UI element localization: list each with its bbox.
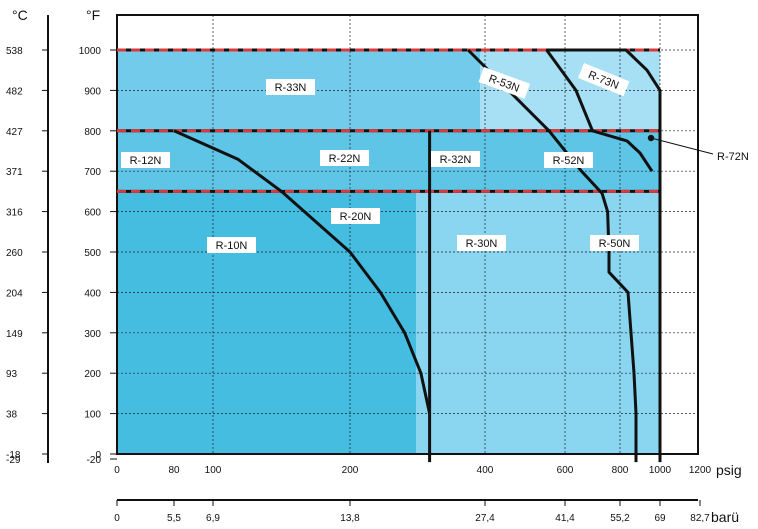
celsius-tick-label: 204 <box>6 288 23 299</box>
callout-leader-line <box>650 137 714 155</box>
zone-label-r-20n: R-20N <box>331 208 380 224</box>
boundary-curve <box>173 129 432 414</box>
zone-label-box <box>578 63 630 97</box>
psig-tick-label: 1000 <box>649 465 672 476</box>
zone-label-r-52n: R-52N <box>544 152 593 168</box>
celsius-tick-label: 538 <box>6 46 23 57</box>
celsius-tick-label: 427 <box>6 127 23 138</box>
zone-lightest <box>480 50 660 130</box>
fahrenheit-unit-label: °F <box>86 7 100 23</box>
boundary-series <box>117 48 662 463</box>
zone-label-text: R-12N <box>130 155 162 167</box>
fahrenheit-tick-label: 200 <box>84 369 101 380</box>
zone-label-text: R-52N <box>553 155 585 167</box>
zone-label-box <box>457 235 506 251</box>
zone-darkest <box>117 190 416 454</box>
psig-tick-label: 80 <box>168 465 180 476</box>
zone-label-box <box>544 152 593 168</box>
zone-label-text: R-10N <box>216 240 248 252</box>
psig-axis-title: psig <box>716 462 742 478</box>
bar-tick-label: 6,9 <box>206 513 220 524</box>
zone-label-box <box>478 67 531 99</box>
fahrenheit-tick-label: 500 <box>84 248 101 259</box>
zone-label-r-10n: R-10N <box>207 237 256 253</box>
bar-axis-title: barü <box>711 509 739 525</box>
zone-label-box <box>431 151 480 167</box>
zone-label-text: R-33N <box>275 82 307 94</box>
fahrenheit-tick-label: 1000 <box>79 46 102 57</box>
zone-label-text: R-22N <box>329 153 361 165</box>
zone-label-text: R-30N <box>466 238 498 250</box>
zone-label-r-30n: R-30N <box>457 235 506 251</box>
celsius-tick-label: 149 <box>6 329 23 340</box>
fahrenheit-tick-label: -20 <box>87 455 102 466</box>
fahrenheit-tick-label: 700 <box>84 167 101 178</box>
bar-tick-label: 41,4 <box>555 513 575 524</box>
celsius-tick-label: -29 <box>6 455 21 466</box>
celsius-tick-label: 316 <box>6 208 23 219</box>
zone-label-r-50n: R-50N <box>590 235 639 251</box>
psig-tick-label: 0 <box>114 465 120 476</box>
bar-tick-label: 55,2 <box>610 513 630 524</box>
zone-label-box <box>207 237 256 253</box>
fahrenheit-tick-label: 100 <box>84 410 101 421</box>
zone-light <box>416 190 660 454</box>
bar-tick-label: 0 <box>114 513 120 524</box>
zone-label-r-22n: R-22N <box>320 150 369 166</box>
zone-label-box <box>320 150 369 166</box>
zone-label-text: R-20N <box>340 211 372 223</box>
bar-tick-label: 27,4 <box>475 513 495 524</box>
psig-tick-label: 1200 <box>689 465 712 476</box>
celsius-tick-label: 38 <box>6 410 18 421</box>
fahrenheit-tick-label: 0 <box>95 450 101 461</box>
celsius-tick-label: 482 <box>6 86 23 97</box>
fahrenheit-tick-label: 300 <box>84 329 101 340</box>
celsius-tick-label: 93 <box>6 369 18 380</box>
celsius-tick-label: -18 <box>6 450 21 461</box>
zone-label-text: R-50N <box>599 238 631 250</box>
celsius-tick-label: 371 <box>6 167 23 178</box>
psig-tick-label: 100 <box>205 465 222 476</box>
bar-tick-label: 82,7 <box>690 513 710 524</box>
zone-label-r-33n: R-33N <box>266 79 315 95</box>
zone-label-box <box>590 235 639 251</box>
boundary-curve <box>545 49 654 173</box>
bar-tick-label: 69 <box>654 513 666 524</box>
fahrenheit-tick-label: 600 <box>84 208 101 219</box>
psig-tick-label: 400 <box>477 465 494 476</box>
zone-label-box <box>331 208 380 224</box>
zone-label-text: R-32N <box>440 154 472 166</box>
psig-tick-label: 800 <box>612 465 629 476</box>
boundary-curve <box>551 48 662 463</box>
celsius-unit-label: °C <box>12 7 28 23</box>
zone-label-box <box>121 152 170 168</box>
fahrenheit-tick-label: 900 <box>84 86 101 97</box>
celsius-tick-label: 260 <box>6 248 23 259</box>
zone-label-r-32n: R-32N <box>431 151 480 167</box>
zone-label-box <box>266 79 315 95</box>
axes: °C °F-2001002003004005006007008009001000-… <box>6 7 742 525</box>
callout-label-r-72n: R-72N <box>717 151 749 163</box>
psig-tick-label: 600 <box>557 465 574 476</box>
fahrenheit-tick-label: 400 <box>84 288 101 299</box>
psig-tick-label: 200 <box>342 465 359 476</box>
zone-label-r-12n: R-12N <box>121 152 170 168</box>
bar-tick-label: 5,5 <box>167 513 181 524</box>
bar-tick-label: 13,8 <box>340 513 360 524</box>
fahrenheit-tick-label: 800 <box>84 127 101 138</box>
